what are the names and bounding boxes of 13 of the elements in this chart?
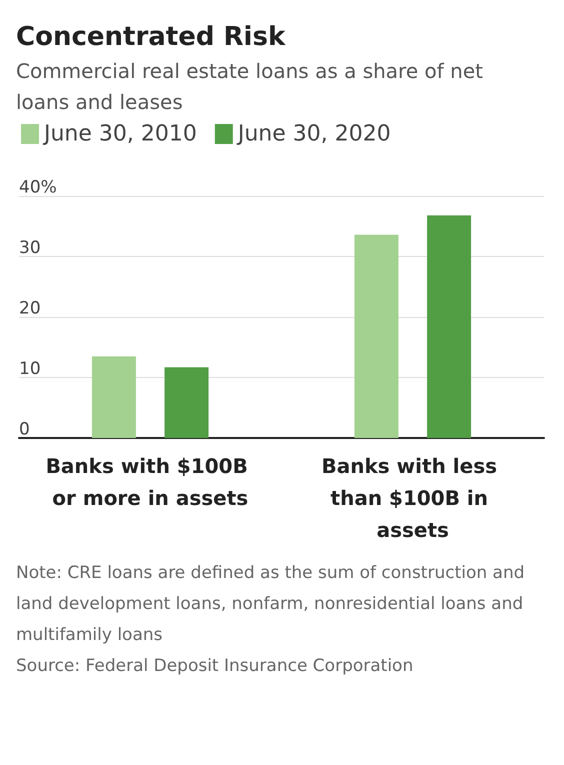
y-tick-label: 40% [19,178,57,198]
source-note: Source: Federal Deposit Insurance Corporation [16,655,414,678]
x-tick-label: Banks with less than $100B in assets [322,454,504,542]
y-tick-label: 30 [19,238,41,258]
legend-label: June 30, 2010 [42,122,197,146]
y-tick-label: 20 [19,298,41,318]
y-tick-label: 10 [19,359,41,379]
chart-title: Concentrated Risk [16,22,287,52]
text: Note: CRE loans are defined as the sum of construction and land development loans, nonfarm, nonresidential loans and multifamily loans [16,562,526,647]
chart-subtitle: Commercial real estate loans as a share of net loans and leases [16,58,484,116]
y-tick-label: 0 [19,420,30,440]
legend-label: June 30, 2020 [236,122,391,146]
x-tick-label: Banks with $100B or more in assets [46,454,255,510]
